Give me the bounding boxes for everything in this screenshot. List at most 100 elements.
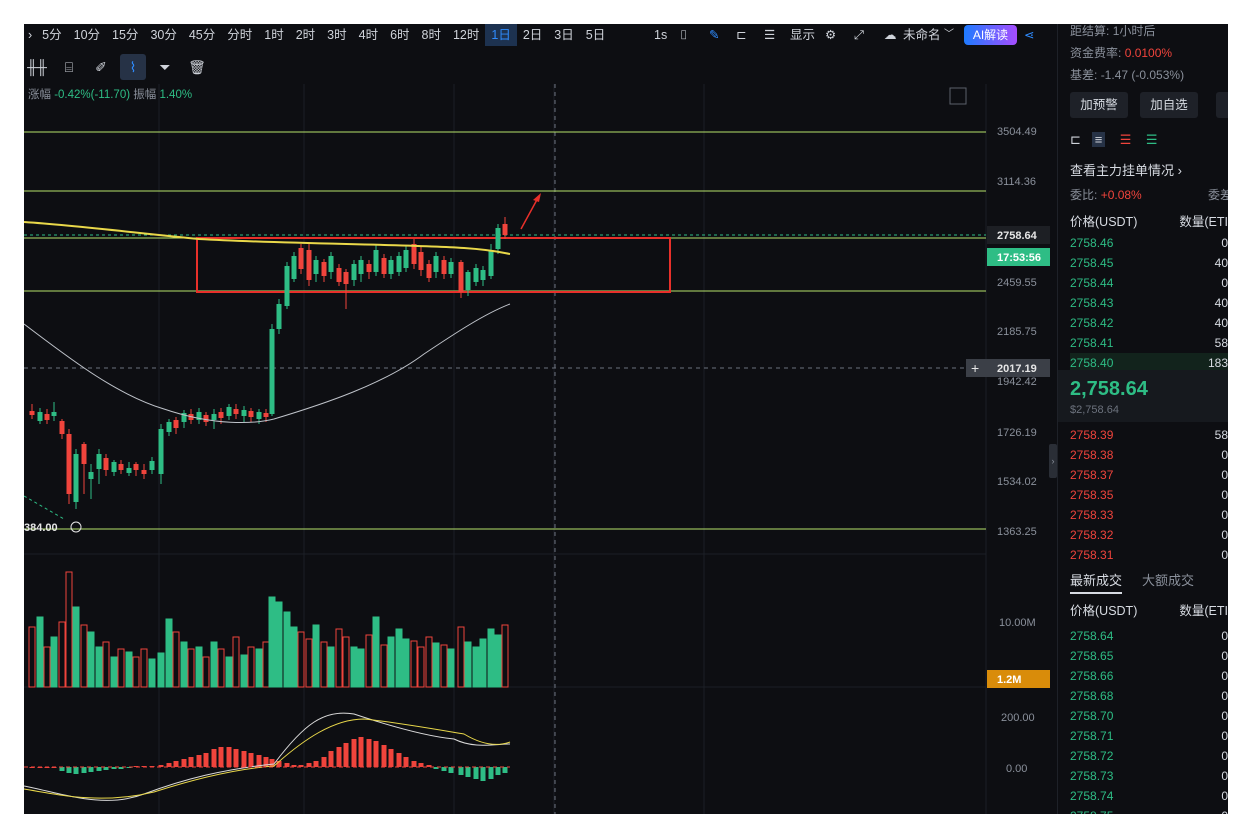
candle-body [248,411,254,417]
tab-timeframe-6[interactable]: 1时 [264,28,284,42]
book-view-icons[interactable]: ⊏ ≡ ☰ ☰ [1070,132,1158,147]
candle-body [141,470,147,474]
tab-timeframe-8[interactable]: 3时 [327,28,347,42]
edit-chart-icon[interactable]: ✐ [95,58,107,75]
order-qty: 0 [1221,508,1228,522]
indicator-candle-icon[interactable]: ⌸ [64,58,74,75]
tab-timeframe-12[interactable]: 12时 [452,28,480,42]
macd-bar [276,761,282,767]
tab-latest-trades[interactable]: 最新成交 [1070,570,1123,594]
candle-body [403,250,409,268]
tab-timeframe-14[interactable]: 2日 [522,28,543,42]
chevron-down-icon[interactable]: ﹀ [944,29,954,40]
drawing-toolbar: ╫╫ ⌸ ✐ ⌇ ⏷ 🗑 [24,54,216,80]
tab-timeframe-16[interactable]: 5日 [585,28,606,42]
tab-timeframe-1[interactable]: 10分 [73,28,101,42]
volume-bar [464,641,472,688]
candle-body [298,248,304,269]
order-row[interactable]: 2758.71 0 [1070,726,1228,746]
macd-bar [381,745,387,767]
alert-line-icon[interactable]: ⊏ [736,28,747,42]
tab-timeframe-9[interactable]: 4时 [358,28,379,42]
camera-icon[interactable]: ⌷ [680,28,688,42]
tab-timeframe-13[interactable]: 1日 [485,24,517,46]
pen-icon[interactable]: ✎ [709,28,720,42]
order-row[interactable]: 2758.74 0 [1070,786,1228,806]
tab-timeframe-0[interactable]: 5分 [42,28,62,42]
order-row[interactable]: 2758.42 40 [1070,313,1228,333]
order-row[interactable]: 2758.65 0 [1070,646,1228,666]
tab-timeframe-5[interactable]: 分时 [227,28,253,42]
order-qty: 0 [1221,488,1228,502]
order-row[interactable]: 2758.37 0 [1070,465,1228,485]
display-button[interactable]: 显示 [790,28,816,42]
macd-tick: 200.00 [1001,712,1035,724]
order-row[interactable]: 2758.38 0 [1070,445,1228,465]
add-watchlist-button[interactable]: 加自选 [1140,92,1198,118]
tab-timeframe-2[interactable]: 15分 [112,28,139,42]
tab-timeframe-10[interactable]: 6时 [390,28,410,42]
candle-type-icon[interactable]: ╫╫ [27,59,47,75]
change-label: 涨幅 [28,89,51,101]
macd-bar [306,763,312,767]
macd-bar [373,741,379,767]
tab-timeframe-4[interactable]: 45分 [188,28,216,42]
order-row[interactable]: 2758.70 0 [1070,706,1228,726]
order-row[interactable]: 2758.72 0 [1070,746,1228,766]
settings-icon[interactable]: ⚙ [825,28,837,42]
macd-bar [248,753,254,767]
order-row[interactable]: 2758.31 0 [1070,545,1228,565]
main-orders-link[interactable]: 查看主力挂单情况 › [1070,163,1182,178]
order-row[interactable]: 2758.73 0 [1070,766,1228,786]
ai-explain-button[interactable]: AI解读 [964,25,1017,45]
order-row[interactable]: 2758.44 0 [1070,273,1228,293]
filter-icon[interactable]: ⏷ [159,58,171,75]
interval-1s-button[interactable]: 1s [654,28,668,42]
candle-body [211,414,217,420]
layout-name-dropdown[interactable]: 未命名 [903,28,941,42]
price-tick: 1726.19 [997,427,1037,439]
candle-body [269,329,275,414]
order-row[interactable]: 2758.40 183 [1070,353,1228,373]
price-stats: 涨幅 -0.42%(-11.70) 振幅 1.40% [28,86,192,102]
order-qty: 183 [1207,356,1228,370]
more-button[interactable] [1216,92,1228,118]
order-row[interactable]: 2758.45 40 [1070,253,1228,273]
fullscreen-icon[interactable]: ⤢ [854,28,865,42]
macd-bar [488,767,494,779]
order-row[interactable]: 2758.32 0 [1070,525,1228,545]
order-row[interactable]: 2758.35 0 [1070,485,1228,505]
tab-timeframe-3[interactable]: 30分 [150,28,177,42]
tab-timeframe-7[interactable]: 2时 [295,28,316,42]
volume-bar [65,571,73,688]
add-alert-button[interactable]: 加预警 [1070,92,1128,118]
order-qty: 0 [1221,729,1228,743]
volume-bar [472,646,480,688]
order-row[interactable]: 2758.750 [1070,806,1228,814]
order-row[interactable]: 2758.66 0 [1070,666,1228,686]
order-row[interactable]: 2758.43 40 [1070,293,1228,313]
volume-bar [28,626,36,688]
panel-collapse-handle[interactable]: › [1049,444,1057,478]
toolbar-menu-icon[interactable]: › [28,28,33,42]
price-chart[interactable]: 3504.49 3114.36 2459.55 2185.75 1942.42 1726.… [24,24,1056,814]
tab-timeframe-15[interactable]: 3日 [554,28,574,42]
countdown-badge: 17:53:56 [997,252,1041,264]
order-row[interactable]: 2758.33 0 [1070,505,1228,525]
order-row[interactable]: 2758.46 0 [1070,233,1228,253]
indicator-icon[interactable]: ☰ [764,28,776,42]
share-icon[interactable]: ⋖ [1024,28,1035,42]
order-price: 2758.35 [1070,488,1114,502]
tab-large-trades[interactable]: 大额成交 [1142,573,1195,588]
order-row[interactable]: 2758.64 0 [1070,626,1228,646]
order-row[interactable]: 2758.41 58 [1070,333,1228,353]
current-price-badge: 2758.64 [997,230,1038,242]
tab-timeframe-11[interactable]: 8时 [421,28,441,42]
order-row[interactable]: 2758.39 58 [1070,425,1228,445]
candle-body [366,264,372,272]
candle-body [51,412,57,416]
magnet-icon[interactable]: ⌇ [120,54,146,80]
order-row[interactable]: 2758.68 0 [1070,686,1228,706]
trades-header: 价格(USDT) 数量(ETI [1070,604,1228,618]
trash-icon[interactable]: 🗑 [188,58,206,75]
